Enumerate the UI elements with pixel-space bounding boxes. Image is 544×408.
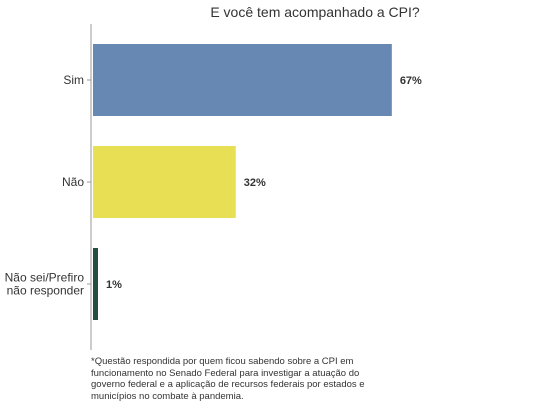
- bar-value-label-3: 1%: [106, 279, 122, 291]
- bar-3: [93, 248, 98, 320]
- category-label-1: Sim: [63, 73, 84, 87]
- footnote: *Questão respondida por quem ficou saben…: [91, 356, 365, 402]
- category-label-3: Não sei/Prefiro não responder: [5, 271, 85, 298]
- bar-2: [93, 146, 236, 218]
- bar-value-label-1: 67%: [400, 75, 422, 87]
- bar-value-label-2: 32%: [244, 177, 266, 189]
- bar-1: [93, 44, 392, 116]
- category-label-2: Não: [62, 175, 84, 189]
- bars-layer: 67% Sim 32% Não 1% Não sei/Prefiro não respond…: [5, 44, 422, 320]
- chart-title: E você tem acompanhado a CPI?: [210, 4, 420, 20]
